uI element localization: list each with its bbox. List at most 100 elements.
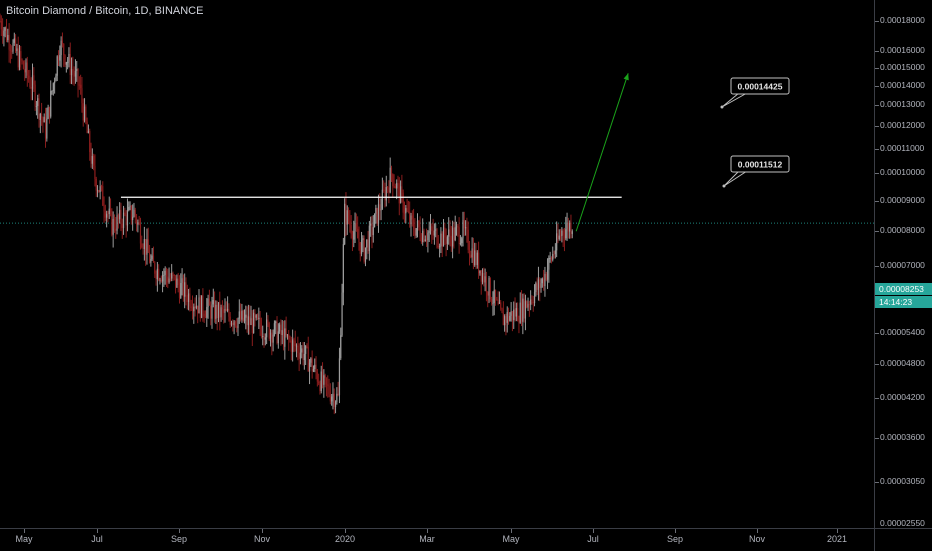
candle-body	[423, 230, 425, 242]
candle-body	[48, 106, 51, 117]
candle-body	[459, 243, 462, 245]
candle-body	[389, 167, 391, 193]
price-label: 0.00007000	[880, 259, 925, 270]
candle-body	[213, 300, 216, 319]
candle-body	[298, 353, 300, 359]
candle-body	[327, 384, 329, 386]
candle-body	[174, 275, 177, 288]
candle-body	[220, 307, 222, 318]
candle-body	[74, 70, 77, 77]
price-axis[interactable]: 0.00018000 0.00016000 0.00015000 0.00014000…	[874, 0, 932, 529]
candle-body	[204, 316, 207, 318]
candle-body	[28, 75, 30, 80]
candle-body	[380, 208, 382, 211]
candle-body	[358, 238, 360, 243]
candle-body	[22, 61, 25, 69]
price-label: 0.00018000	[880, 14, 925, 25]
candle-body	[320, 371, 322, 392]
candle-body	[316, 372, 318, 382]
chart-area[interactable]: Bitcoin Diamond / Bitcoin, 1D, BINANCE 0…	[0, 0, 874, 528]
candle-body	[96, 190, 99, 192]
callout-pointer	[721, 92, 748, 108]
candle-body	[229, 316, 231, 325]
candle-countdown: 14:14:23	[875, 296, 932, 308]
candle-body	[514, 309, 516, 317]
candle-body	[357, 228, 359, 239]
candle-body	[13, 38, 15, 43]
candle-body	[376, 207, 378, 224]
candle-body	[392, 174, 394, 187]
candle-body	[156, 268, 158, 280]
candle-body	[181, 278, 183, 284]
candle-body	[299, 352, 302, 359]
candle-body	[243, 317, 246, 321]
candle-body	[533, 292, 536, 304]
candle-body	[281, 330, 283, 336]
candle-body	[168, 278, 170, 283]
candle-body	[255, 315, 257, 318]
candle-body	[388, 187, 390, 193]
candle-body	[488, 277, 490, 296]
time-axis[interactable]: May Jul Sep Nov 2020 Mar May Jul Sep Nov 2021	[0, 528, 874, 551]
candle-body	[173, 275, 175, 277]
candle-body	[230, 322, 233, 325]
candle-body	[109, 208, 112, 211]
candle-body	[553, 254, 555, 256]
candle-body	[531, 299, 533, 303]
candle-body	[107, 213, 109, 215]
candle-body	[233, 321, 235, 326]
price-tick	[875, 68, 879, 70]
price-label: 0.00010000	[880, 167, 925, 178]
candle-body	[232, 322, 234, 326]
candle-body	[186, 294, 188, 303]
candle-body	[543, 278, 545, 287]
callout-target-1[interactable]: 0.00014425	[720, 77, 790, 109]
candle-body	[350, 224, 352, 235]
candle-body	[333, 393, 335, 407]
candle-body	[117, 215, 119, 220]
candle-body	[193, 306, 195, 312]
candle-body	[85, 106, 87, 122]
candle-body	[272, 334, 274, 343]
candle-body	[225, 308, 227, 311]
candle-body	[223, 309, 225, 313]
candle-body	[83, 106, 86, 121]
candle-body	[267, 319, 269, 324]
candle-body	[415, 228, 417, 236]
candle-body	[520, 302, 523, 322]
candle-body	[90, 152, 92, 164]
candle-body	[284, 328, 286, 347]
candle-body	[276, 321, 278, 344]
candle-body	[307, 346, 309, 372]
candle-body	[319, 383, 321, 392]
candle-body	[7, 35, 9, 41]
candle-body	[507, 312, 510, 321]
candle-body	[133, 209, 135, 217]
candle-body	[419, 227, 421, 238]
candle-body	[377, 204, 380, 224]
price-tick	[875, 173, 879, 175]
candle-body	[56, 56, 58, 76]
candle-body	[113, 218, 116, 229]
candle-body	[554, 250, 556, 255]
time-tick	[593, 529, 594, 533]
callout-target-2[interactable]: 0.00011512	[722, 155, 790, 188]
candle-body	[397, 182, 399, 184]
candlestick-chart[interactable]: 0.00014425 0.00011512	[0, 0, 874, 528]
candle-body	[353, 231, 355, 240]
candle-body	[315, 364, 317, 373]
candle-body	[31, 75, 34, 89]
time-label: Jul	[91, 534, 103, 544]
candle-body	[30, 87, 32, 89]
candle-body	[479, 270, 481, 274]
candle-body	[431, 226, 433, 231]
candle-body	[176, 278, 178, 288]
candle-body	[501, 308, 503, 313]
current-price-badge: 0.00008253	[875, 283, 932, 295]
candle-body	[341, 292, 343, 336]
candle-body	[360, 240, 363, 254]
candle-body	[76, 69, 78, 71]
time-tick	[262, 529, 263, 533]
candle-body	[4, 27, 6, 31]
candle-body	[452, 227, 454, 247]
